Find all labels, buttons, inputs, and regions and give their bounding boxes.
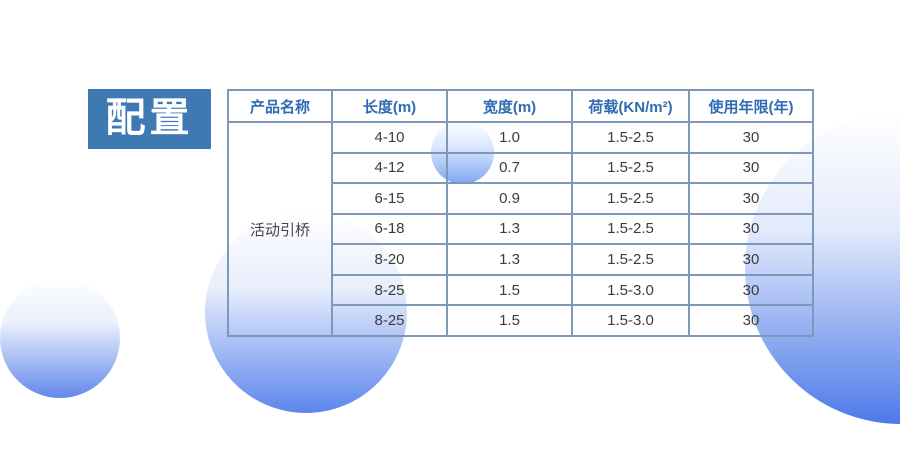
cell-length: 8-25 (331, 273, 448, 307)
cell-width: 0.7 (446, 151, 573, 185)
spec-table: 产品名称 长度(m) 宽度(m) 荷载(KN/m²) 使用年限(年) 活动引桥 … (227, 89, 814, 337)
cell-length: 4-10 (331, 121, 448, 154)
cell-length: 6-15 (331, 182, 448, 215)
cell-width: 1.5 (446, 273, 573, 307)
table-row: 6-15 0.9 1.5-2.5 30 (228, 182, 814, 215)
table-row: 4-12 0.7 1.5-2.5 30 (228, 151, 814, 185)
section-title-block: 配置 (88, 89, 211, 149)
cell-load: 1.5-2.5 (571, 212, 690, 246)
header-width: 宽度(m) (446, 89, 573, 123)
cell-life: 30 (688, 151, 814, 185)
cell-life: 30 (688, 273, 814, 307)
table-header-row: 产品名称 长度(m) 宽度(m) 荷载(KN/m²) 使用年限(年) (227, 89, 814, 123)
header-product-name: 产品名称 (227, 89, 333, 123)
cell-product-name: 活动引桥 (227, 121, 333, 337)
decor-circle-left (0, 278, 120, 398)
cell-load: 1.5-2.5 (571, 151, 690, 185)
cell-life: 30 (688, 304, 814, 337)
section-title: 配置 (105, 94, 194, 141)
header-service-life: 使用年限(年) (688, 89, 814, 123)
cell-width: 1.5 (446, 304, 573, 337)
cell-load: 1.5-2.5 (571, 121, 690, 154)
table-row: 8-25 1.5 1.5-3.0 30 (228, 273, 814, 307)
cell-load: 1.5-2.5 (571, 243, 690, 276)
cell-life: 30 (688, 182, 814, 215)
cell-load: 1.5-3.0 (571, 273, 690, 307)
cell-length: 8-20 (331, 243, 448, 276)
table-row: 8-25 1.5 1.5-3.0 30 (228, 304, 814, 337)
cell-width: 1.3 (446, 212, 573, 246)
cell-width: 1.3 (446, 243, 573, 276)
cell-life: 30 (688, 212, 814, 246)
cell-length: 6-18 (331, 212, 448, 246)
table-row: 活动引桥 4-10 1.0 1.5-2.5 30 (227, 121, 814, 337)
table-row: 6-18 1.3 1.5-2.5 30 (228, 212, 814, 246)
cell-life: 30 (688, 121, 814, 154)
cell-width: 0.9 (446, 182, 573, 215)
cell-load: 1.5-2.5 (571, 182, 690, 215)
cell-length: 4-12 (331, 151, 448, 185)
table-row: 8-20 1.3 1.5-2.5 30 (228, 243, 814, 276)
cell-width: 1.0 (446, 121, 573, 154)
header-length: 长度(m) (331, 89, 448, 123)
cell-life: 30 (688, 243, 814, 276)
cell-load: 1.5-3.0 (571, 304, 690, 337)
header-load: 荷载(KN/m²) (571, 89, 690, 123)
cell-length: 8-25 (331, 304, 448, 337)
